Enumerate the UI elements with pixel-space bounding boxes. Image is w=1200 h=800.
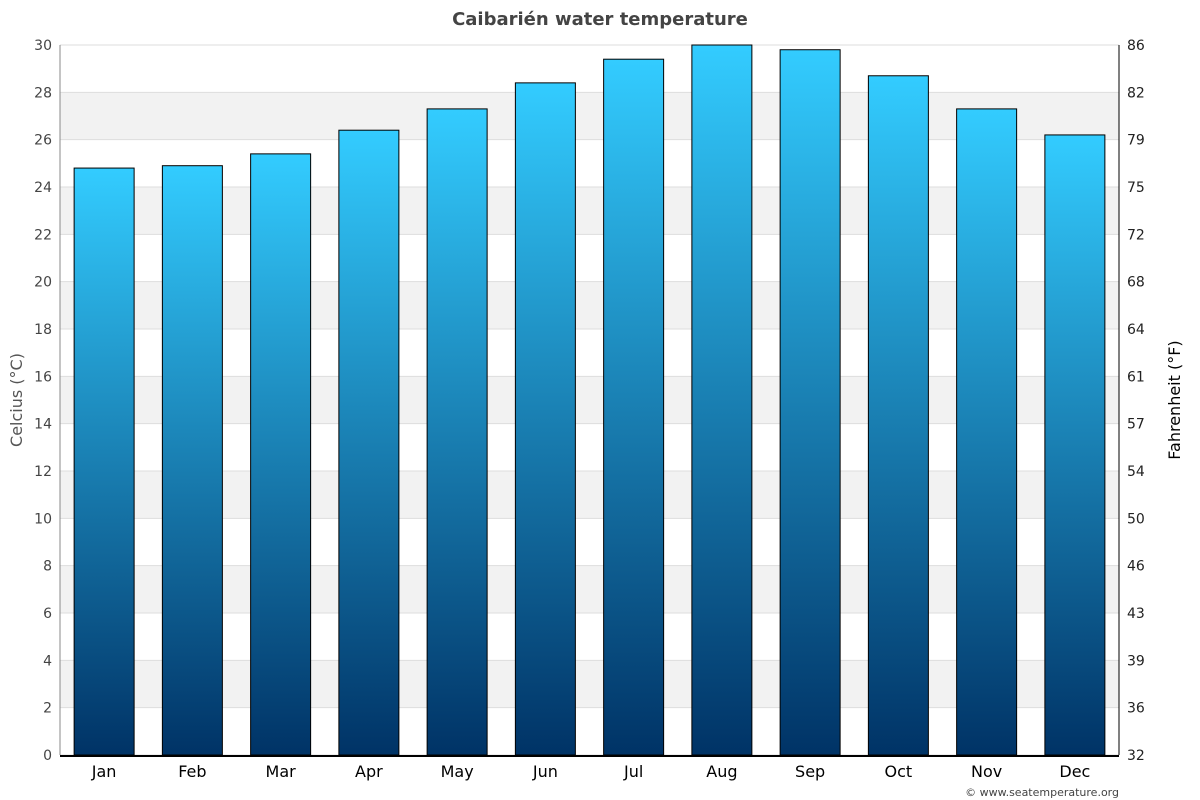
chart-title: Caibarién water temperature: [452, 9, 748, 30]
y-tick-label: 16: [34, 369, 52, 385]
bar-may: [426, 108, 488, 756]
bar-oct: [867, 75, 929, 756]
y-tick-label: 22: [34, 227, 52, 243]
bar-dec: [1044, 134, 1106, 756]
bar-aug: [691, 44, 753, 756]
y-tick-label: 12: [34, 464, 52, 480]
y2-tick-label: 32: [1127, 748, 1145, 764]
bar-sep: [779, 49, 841, 756]
grid-band: [60, 471, 1119, 519]
y2-tick-label: 46: [1127, 559, 1145, 575]
x-tick-label: Feb: [178, 762, 206, 781]
bar-jun: [514, 82, 576, 756]
y-tick-label: 30: [34, 38, 52, 54]
x-tick-label: May: [441, 762, 474, 781]
y2-tick-label: 43: [1127, 606, 1145, 622]
bar-feb: [161, 165, 223, 756]
y2-tick-label: 64: [1127, 322, 1145, 338]
y2-tick-label: 72: [1127, 227, 1145, 243]
y-tick-label: 4: [43, 653, 52, 669]
y2-tick-label: 82: [1127, 85, 1145, 101]
y-tick-label: 20: [34, 275, 52, 291]
grid-band: [60, 376, 1119, 424]
y-tick-label: 18: [34, 322, 52, 338]
grid-band: [60, 565, 1119, 613]
y-tick-label: 24: [34, 180, 52, 196]
grid-band: [60, 281, 1119, 329]
y-tick-label: 0: [43, 748, 52, 764]
x-tick-label: Jan: [91, 762, 117, 781]
credit: © www.seatemperature.org: [965, 786, 1119, 799]
y2-tick-label: 50: [1127, 511, 1145, 527]
y2-tick-label: 54: [1127, 464, 1145, 480]
y2-tick-label: 79: [1127, 133, 1145, 149]
x-tick-label: Jun: [532, 762, 558, 781]
y-tick-label: 10: [34, 511, 52, 527]
bar-jan: [73, 167, 135, 756]
y2-tick-label: 39: [1127, 653, 1145, 669]
grid-band: [60, 187, 1119, 235]
bar-mar: [250, 153, 312, 756]
grid-band: [60, 660, 1119, 708]
bar-jul: [603, 58, 665, 756]
grid-band: [60, 92, 1119, 140]
y2-axis-label: Fahrenheit (°F): [1165, 340, 1184, 459]
y2-tick-label: 61: [1127, 369, 1145, 385]
x-tick-label: Oct: [885, 762, 913, 781]
bar-apr: [338, 129, 400, 756]
y2-tick-label: 86: [1127, 38, 1145, 54]
bar-nov: [956, 108, 1018, 756]
y2-tick-label: 75: [1127, 180, 1145, 196]
y2-tick-label: 57: [1127, 417, 1145, 433]
y2-tick-label: 68: [1127, 275, 1145, 291]
x-tick-label: Jul: [623, 762, 643, 781]
x-tick-label: Apr: [355, 762, 383, 781]
y-axis-label: Celcius (°C): [7, 353, 26, 447]
x-tick-label: Mar: [266, 762, 297, 781]
y-tick-label: 26: [34, 133, 52, 149]
x-tick-label: Nov: [971, 762, 1002, 781]
y-tick-label: 2: [43, 701, 52, 717]
y-tick-label: 28: [34, 85, 52, 101]
x-tick-label: Aug: [706, 762, 737, 781]
y-tick-label: 6: [43, 606, 52, 622]
x-tick-label: Dec: [1059, 762, 1090, 781]
x-tick-label: Sep: [795, 762, 825, 781]
y2-tick-label: 36: [1127, 701, 1145, 717]
y-tick-label: 8: [43, 559, 52, 575]
y-tick-label: 14: [34, 417, 52, 433]
